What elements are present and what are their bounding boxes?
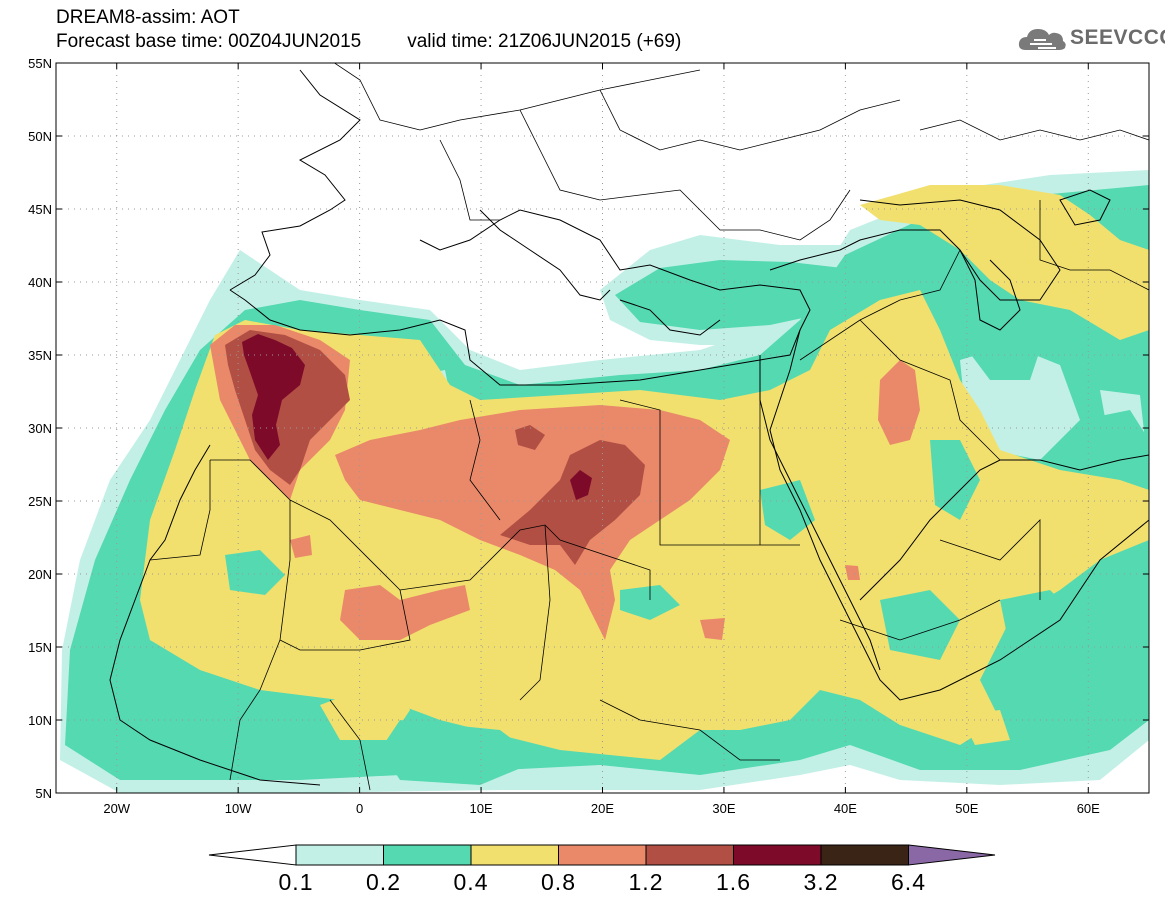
colorbar-label: 1.2 <box>628 869 664 895</box>
colorbar-swatch <box>820 844 909 866</box>
lat-label: 55N <box>28 56 52 71</box>
lon-label: 50E <box>955 801 978 816</box>
lat-label: 50N <box>28 129 52 144</box>
lat-label: 10N <box>28 713 52 728</box>
colorbar-label: 0.2 <box>366 869 401 895</box>
lon-label: 10E <box>469 801 492 816</box>
colorbar-label: 3.2 <box>803 869 839 895</box>
lat-label: 40N <box>28 275 52 290</box>
colorbar-swatch <box>558 844 647 866</box>
logo-text: SEEVCCC <box>1070 26 1165 49</box>
lon-label: 0 <box>356 801 363 816</box>
aot-level-1.6 <box>242 334 592 500</box>
colorbar-label: 1.6 <box>716 869 751 895</box>
lat-label: 15N <box>28 640 52 655</box>
lon-label: 20W <box>103 801 130 816</box>
lon-label: 30E <box>712 801 735 816</box>
lon-label: 60E <box>1077 801 1100 816</box>
colorbar <box>208 844 996 866</box>
lat-label: 5N <box>35 786 52 801</box>
colorbar-label: 6.4 <box>891 869 926 895</box>
colorbar-label: 0.1 <box>278 869 314 895</box>
colorbar-swatch <box>733 844 822 866</box>
lat-label: 20N <box>28 567 52 582</box>
colorbar-swatch <box>470 844 559 866</box>
map-subtitle: Forecast base time: 00Z04JUN2015 valid ti… <box>56 32 681 52</box>
colorbar-swatch <box>383 844 472 866</box>
aot-level-0.2-islands <box>120 330 1149 785</box>
colorbar-swatch <box>645 844 734 866</box>
lat-label: 35N <box>28 348 52 363</box>
colorbar-under-triangle <box>208 844 297 866</box>
base-time: Forecast base time: 00Z04JUN2015 <box>56 31 362 52</box>
cloud-icon <box>1018 29 1066 50</box>
graticule <box>56 63 1149 793</box>
axis-ticks: 55N 50N 45N 40N 35N 30N 25N 20N 15N 10N 5N 20W 10W 0 1… <box>28 56 1149 816</box>
colorbar-over-triangle <box>908 844 996 866</box>
colorbar-label: 0.4 <box>453 869 489 895</box>
lon-label: 20E <box>591 801 614 816</box>
coastlines <box>109 69 1149 786</box>
country-borders <box>149 63 1149 791</box>
lat-label: 25N <box>28 494 52 509</box>
lon-label: 10W <box>225 801 252 816</box>
colorbar-swatch <box>295 844 384 866</box>
valid-time: valid time: 21Z06JUN2015 (+69) <box>407 31 682 52</box>
colorbar-label: 0.8 <box>541 869 576 895</box>
lat-label: 30N <box>28 421 52 436</box>
aot-field <box>60 170 1149 793</box>
seevccc-logo: SEEVCCC <box>1016 24 1165 54</box>
map-title: DREAM8-assim: AOT <box>56 7 240 28</box>
lat-label: 45N <box>28 202 52 217</box>
lon-label: 40E <box>834 801 857 816</box>
